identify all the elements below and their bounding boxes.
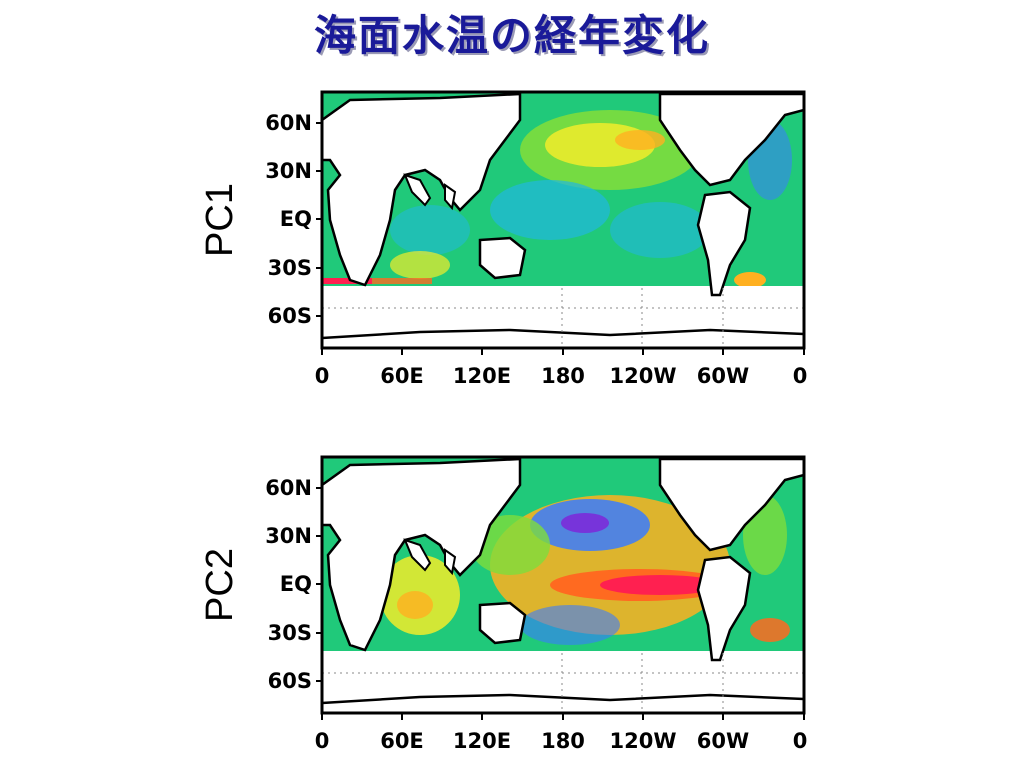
y-tick-label: 60S [268, 669, 312, 693]
x-tick-label: 0 [793, 729, 808, 753]
page-title: 海面水温の経年変化 [313, 11, 710, 60]
x-tick-label: 60W [697, 729, 749, 753]
x-axis-ticks-pc1: 0 60E 120E 180 120W 60W 0 [315, 348, 808, 388]
y-tick-label: 30S [268, 621, 312, 645]
x-tick-label: 60W [697, 364, 749, 388]
x-tick-label: 180 [541, 364, 585, 388]
x-tick-label: 180 [541, 729, 585, 753]
y-tick-label: 30N [265, 159, 312, 183]
y-tick-label: 60S [268, 304, 312, 328]
y-tick-label: EQ [280, 572, 312, 596]
sst-map-pc2: 60N 30N EQ 30S 60S 0 60E 120E 180 120W 6… [265, 455, 808, 753]
x-axis-ticks-pc2: 0 60E 120E 180 120W 60W 0 [315, 713, 808, 753]
x-tick-label: 0 [315, 364, 330, 388]
y-axis-ticks-pc1: 60N 30N EQ 30S 60S [265, 111, 322, 328]
x-tick-label: 120W [610, 364, 677, 388]
map-panel-pc2: PC2 [190, 445, 830, 775]
map-panel-pc1: PC1 [190, 80, 830, 410]
x-tick-label: 0 [793, 364, 808, 388]
y-axis-ticks-pc2: 60N 30N EQ 30S 60S [265, 476, 322, 693]
y-tick-label: 30S [268, 256, 312, 280]
y-tick-label: EQ [280, 207, 312, 231]
x-tick-label: 120W [610, 729, 677, 753]
sst-map-pc1: 60N 30N EQ 30S 60S 0 60E 120E 180 120W 6… [265, 90, 808, 388]
x-tick-label: 60E [380, 364, 424, 388]
x-tick-label: 120E [453, 729, 511, 753]
y-tick-label: 30N [265, 524, 312, 548]
y-tick-label: 60N [265, 111, 312, 135]
x-tick-label: 120E [453, 364, 511, 388]
x-tick-label: 0 [315, 729, 330, 753]
x-tick-label: 60E [380, 729, 424, 753]
y-tick-label: 60N [265, 476, 312, 500]
